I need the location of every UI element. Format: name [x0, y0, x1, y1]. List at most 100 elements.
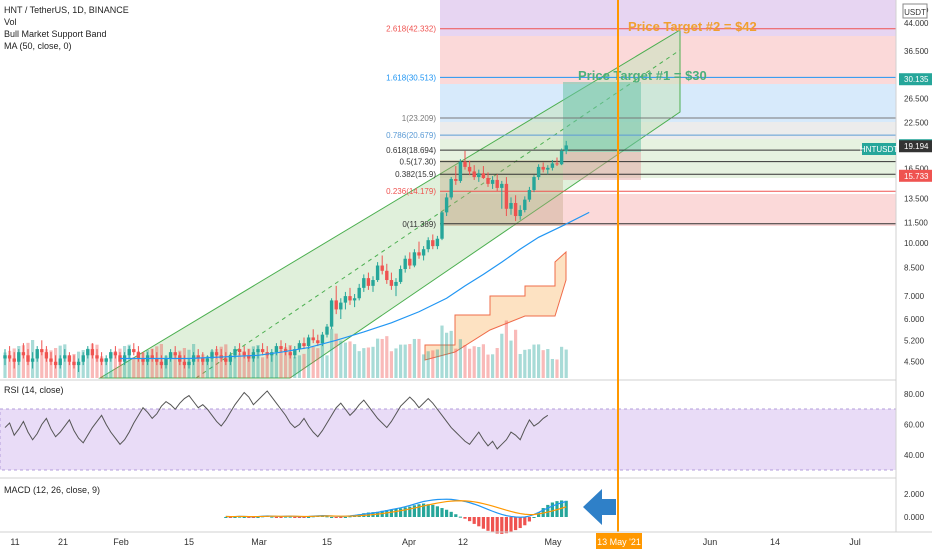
- time-tick: 12: [458, 537, 468, 547]
- volume-bar: [408, 344, 412, 378]
- rsi-tick: 80.00: [904, 390, 925, 399]
- macd-hist-bar: [532, 517, 536, 518]
- price-badge: [899, 73, 932, 86]
- volume-bar: [261, 357, 265, 378]
- candle-body: [486, 178, 490, 184]
- candle-body: [302, 343, 306, 347]
- price-badge-text: 30.135: [904, 75, 929, 84]
- macd-hist-bar: [297, 517, 301, 518]
- candle-body: [417, 252, 421, 256]
- volume-bar: [256, 345, 260, 378]
- volume-bar: [504, 320, 508, 378]
- volume-bar: [491, 354, 495, 378]
- volume-bar: [518, 354, 522, 378]
- volume-bar: [210, 350, 214, 378]
- volume-bar: [468, 348, 472, 378]
- ma50-line: [120, 211, 590, 360]
- macd-hist-bar: [458, 516, 462, 518]
- candle-body: [214, 352, 219, 356]
- candle-body: [90, 349, 95, 356]
- macd-hist-bar: [224, 517, 228, 518]
- candle-body: [371, 280, 375, 286]
- candle-body: [3, 355, 7, 359]
- date-marker-text: 13 May '21: [597, 537, 641, 547]
- macd-hist-bar: [546, 504, 550, 517]
- fib-label: 0.618(18.694): [386, 146, 436, 155]
- candle-body: [385, 270, 389, 281]
- ma-label: MA (50, close, 0): [4, 41, 72, 51]
- volume-bar: [302, 353, 306, 378]
- volume-bar: [380, 338, 384, 378]
- volume-bar: [136, 351, 140, 378]
- candle-body: [339, 302, 343, 310]
- candle-body: [109, 352, 113, 359]
- fib-label: 0(11.389): [402, 220, 436, 229]
- volume-bar: [67, 356, 71, 378]
- macd-tick: 0.000: [904, 513, 925, 522]
- candle-body: [352, 298, 357, 301]
- price-badge: [899, 169, 932, 182]
- price-tick: 11.500: [904, 218, 928, 227]
- price-tick: 6.000: [904, 315, 925, 324]
- candle-body: [242, 352, 246, 356]
- macd-label: MACD (12, 26, close, 9): [4, 485, 100, 495]
- macd-hist-bar: [238, 516, 242, 518]
- volume-bar: [132, 357, 136, 378]
- price-tick: 4.500: [904, 358, 925, 367]
- volume-bar: [228, 356, 232, 378]
- candle-body: [431, 240, 435, 247]
- volume-bar: [500, 333, 504, 378]
- volume-bar: [458, 339, 462, 378]
- rsi-tick: 40.00: [904, 451, 925, 460]
- price-tick: 8.500: [904, 263, 925, 272]
- volume-bar: [394, 348, 398, 378]
- rsi-tick: 60.00: [904, 421, 925, 430]
- candle-body: [348, 296, 352, 301]
- candle-body: [504, 183, 509, 209]
- candle-body: [256, 349, 260, 353]
- volume-bar: [555, 359, 559, 378]
- volume-bar: [343, 342, 347, 378]
- volume-bar: [44, 349, 48, 378]
- fib-label: 2.618(42.332): [386, 25, 436, 34]
- macd-hist-bar: [394, 508, 398, 517]
- ticker-tag-box: [862, 143, 896, 155]
- volume-bar: [564, 349, 568, 378]
- candle-body: [463, 161, 467, 167]
- candle-body: [500, 183, 504, 188]
- candle-body: [426, 240, 430, 250]
- volume-bar: [385, 336, 389, 378]
- rsi-line: [4, 390, 549, 450]
- candle-body: [159, 361, 164, 366]
- volume-bar: [307, 348, 311, 378]
- macd-hist-bar: [251, 517, 255, 518]
- macd-hist-bar: [495, 517, 499, 534]
- volume-bar: [205, 356, 209, 378]
- candle-body: [35, 349, 39, 359]
- volume-bar: [104, 358, 108, 378]
- candle-body: [532, 177, 536, 190]
- candle-body: [173, 352, 177, 356]
- time-tick: Mar: [251, 537, 267, 547]
- volume-bar: [141, 352, 145, 378]
- volume-bar: [334, 333, 338, 378]
- candle-body: [454, 178, 458, 181]
- currency-box: [902, 3, 928, 19]
- macd-hist-bar: [472, 517, 476, 524]
- macd-hist-bar: [504, 517, 508, 534]
- macd-hist-bar: [339, 517, 343, 518]
- macd-hist-bar: [454, 514, 458, 517]
- candle-body: [21, 352, 26, 356]
- ascending-channel: [98, 29, 681, 379]
- band-label: Bull Market Support Band: [4, 29, 107, 39]
- candle-body: [182, 361, 187, 366]
- candle-body: [53, 361, 58, 366]
- price-tick: 36.500: [904, 47, 929, 56]
- candle-body: [76, 361, 81, 366]
- macd-hist-bar: [408, 506, 412, 517]
- candle-body: [435, 238, 440, 247]
- candle-body: [17, 352, 21, 362]
- volume-bar: [509, 340, 513, 378]
- candle-body: [26, 355, 30, 362]
- candle-body: [233, 349, 237, 356]
